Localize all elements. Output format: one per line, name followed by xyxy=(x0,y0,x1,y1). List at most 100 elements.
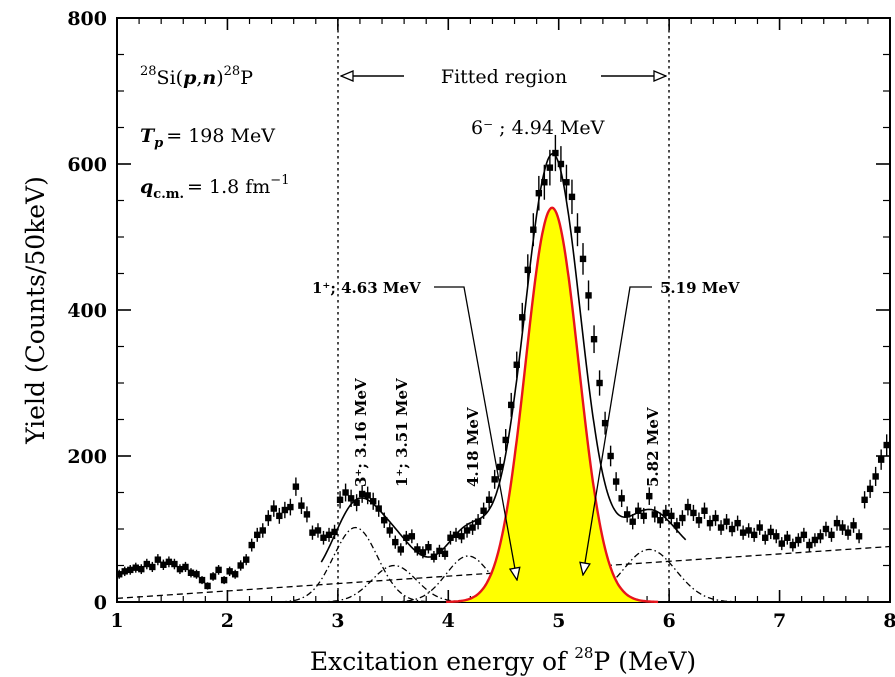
total-fit xyxy=(320,153,687,563)
data-point xyxy=(381,517,388,524)
y-tick-label: 800 xyxy=(67,8,107,30)
data-point xyxy=(209,573,217,580)
beam-energy-label: Tp = 198 MeV xyxy=(140,125,275,151)
data-point xyxy=(496,463,504,471)
data-point xyxy=(408,533,416,540)
data-point xyxy=(800,531,808,539)
data-point xyxy=(568,193,576,201)
data-point xyxy=(734,519,741,527)
data-point xyxy=(601,419,609,427)
data-point xyxy=(877,456,885,463)
data-point xyxy=(866,485,874,493)
data-point xyxy=(265,514,272,522)
data-point xyxy=(143,560,151,568)
data-point xyxy=(231,571,239,578)
data-point xyxy=(303,511,311,518)
data-point xyxy=(563,179,570,186)
peak-label-4-63: 1⁺; 4.63 MeV xyxy=(312,279,421,297)
data-point xyxy=(706,519,714,527)
total-fit-line xyxy=(320,153,687,563)
data-point xyxy=(811,536,819,544)
data-point xyxy=(612,478,620,485)
component-peak xyxy=(543,548,756,603)
x-tick-label: 4 xyxy=(442,610,455,632)
component-peak xyxy=(305,564,483,603)
data-point xyxy=(723,518,730,525)
data-point xyxy=(436,547,443,555)
data-point xyxy=(640,512,647,520)
data-point xyxy=(165,558,173,566)
data-point xyxy=(331,528,338,536)
main-peak-label: 6⁻ ; 4.94 MeV xyxy=(471,117,605,139)
data-point xyxy=(668,512,675,520)
data-point xyxy=(508,401,515,409)
x-tick-label: 7 xyxy=(773,610,786,632)
data-point xyxy=(590,336,598,343)
data-point xyxy=(502,436,509,444)
data-point xyxy=(425,544,432,551)
data-point xyxy=(292,483,300,490)
y-tick-label: 0 xyxy=(94,592,107,614)
data-point xyxy=(574,226,581,233)
data-point xyxy=(204,582,211,590)
data-point xyxy=(728,525,736,533)
x-tick-label: 2 xyxy=(221,610,234,632)
data-point xyxy=(127,566,134,574)
data-point xyxy=(762,534,769,541)
data-point xyxy=(822,525,830,533)
data-point xyxy=(739,529,747,536)
data-point xyxy=(248,541,255,549)
momentum-transfer-label: qc.m. = 1.8 fm−1 xyxy=(140,173,289,202)
data-point xyxy=(198,576,206,584)
x-tick-label: 1 xyxy=(110,610,123,632)
data-point xyxy=(535,190,543,197)
data-point xyxy=(546,164,554,171)
data-point xyxy=(132,564,139,571)
data-point xyxy=(557,160,565,168)
data-point xyxy=(806,541,813,549)
data-point xyxy=(447,534,454,541)
data-point xyxy=(844,529,852,536)
data-point xyxy=(403,534,410,541)
data-point xyxy=(474,518,482,525)
component-peak xyxy=(379,555,557,603)
data-point xyxy=(254,531,261,539)
data-point xyxy=(353,499,360,506)
data-point xyxy=(773,533,780,540)
data-point xyxy=(485,496,493,503)
peak-label-4-18: 4.18 MeV xyxy=(464,407,482,487)
data-point xyxy=(872,473,879,480)
data-point xyxy=(193,571,200,578)
fitted-region-label: Fitted region xyxy=(441,66,567,88)
y-tick-label: 200 xyxy=(67,446,107,468)
data-point xyxy=(883,441,890,449)
data-point xyxy=(281,506,289,514)
data-point xyxy=(116,571,123,578)
data-point xyxy=(259,527,266,534)
data-point xyxy=(618,495,625,502)
x-tick-label: 8 xyxy=(883,610,895,632)
data-point xyxy=(364,492,371,499)
data-point xyxy=(833,519,841,527)
data-point xyxy=(745,527,752,534)
data-point xyxy=(701,507,708,514)
data-point xyxy=(276,512,283,520)
data-point xyxy=(635,507,642,514)
data-point xyxy=(287,503,294,511)
data-point xyxy=(756,524,763,531)
data-point xyxy=(524,266,531,274)
main-peak xyxy=(445,206,659,604)
data-point xyxy=(585,292,592,299)
data-point xyxy=(789,541,797,549)
data-point xyxy=(121,568,128,575)
data-point xyxy=(314,527,322,534)
data-point xyxy=(336,496,344,503)
data-point xyxy=(149,563,156,571)
data-point xyxy=(541,179,548,186)
plot-frame xyxy=(116,17,891,603)
data-point xyxy=(171,560,178,568)
data-point xyxy=(530,226,537,233)
data-point xyxy=(607,452,614,460)
data-point xyxy=(154,556,162,563)
data-point xyxy=(784,534,791,541)
